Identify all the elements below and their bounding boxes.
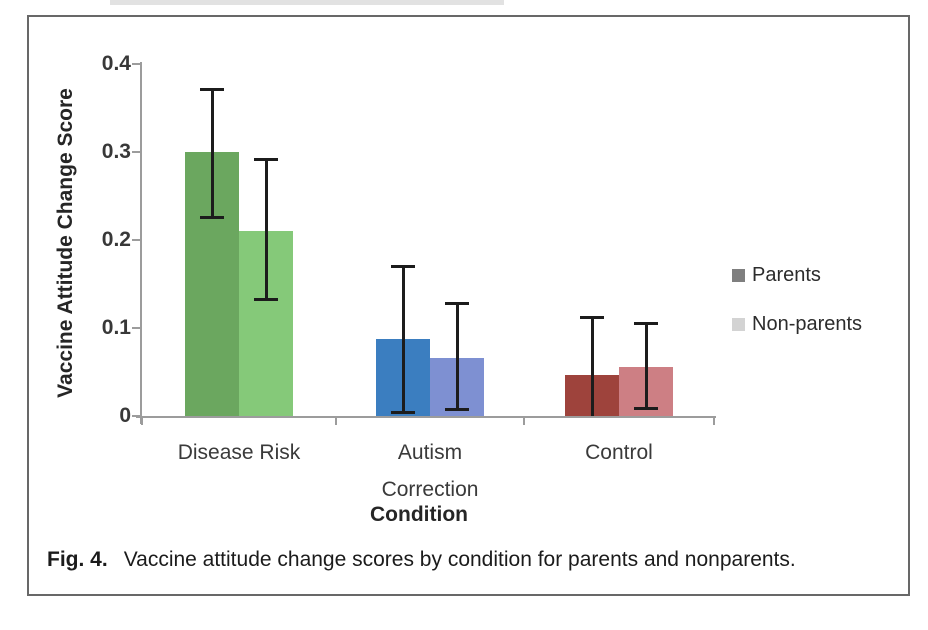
- error-cap-top-non-parents-disease-risk: [254, 158, 278, 162]
- x-axis-title: Condition: [370, 503, 468, 526]
- error-cap-bottom-parents-disease-risk: [200, 216, 224, 219]
- x-tick: [141, 416, 143, 425]
- figure-label: Fig. 4.: [47, 548, 108, 571]
- error-cap-bottom-non-parents-autism: [445, 407, 469, 411]
- legend-item-non-parents: Non-parents: [732, 313, 862, 336]
- error-bar-parents-control: [590, 317, 594, 416]
- error-bar-non-parents-control: [644, 322, 648, 409]
- y-tick: [132, 151, 141, 153]
- y-tick-label: 0.4: [101, 52, 131, 75]
- legend-swatch-parents: [732, 269, 745, 282]
- error-cap-top-non-parents-control: [634, 321, 658, 325]
- figure-caption: Fig. 4. Vaccine attitude change scores by…: [47, 548, 892, 572]
- bar-chart: Vaccine Attitude Change Score Condition …: [29, 17, 908, 594]
- error-cap-top-parents-autism: [391, 265, 415, 269]
- x-tick: [713, 416, 715, 425]
- error-bar-parents-disease-risk: [210, 88, 214, 218]
- x-category-label-autism: Autism Correction: [381, 441, 479, 502]
- error-bar-non-parents-disease-risk: [264, 159, 268, 300]
- error-cap-bottom-non-parents-disease-risk: [254, 297, 278, 301]
- x-tick: [335, 416, 337, 425]
- error-cap-top-parents-control: [580, 316, 604, 320]
- legend-item-parents: Parents: [732, 264, 862, 287]
- legend-swatch-non-parents: [732, 318, 745, 331]
- legend-label-parents: Parents: [752, 264, 821, 286]
- y-axis-line: [140, 62, 142, 424]
- legend: Parents Non-parents: [732, 264, 862, 362]
- error-cap-bottom-non-parents-control: [634, 406, 658, 410]
- cropped-element-above-figure: [110, 0, 504, 5]
- y-tick: [132, 327, 141, 329]
- error-cap-bottom-parents-autism: [391, 411, 415, 415]
- x-tick: [523, 416, 525, 425]
- y-tick-label: 0.2: [101, 228, 131, 251]
- error-bar-non-parents-autism: [455, 303, 459, 410]
- y-tick: [132, 239, 141, 241]
- y-tick-label: 0: [119, 404, 131, 427]
- y-tick-label: 0.3: [101, 140, 131, 163]
- figure-panel: Vaccine Attitude Change Score Condition …: [27, 15, 910, 596]
- error-bar-parents-autism: [401, 266, 405, 414]
- legend-label-non-parents: Non-parents: [752, 313, 863, 335]
- y-tick-label: 0.1: [101, 316, 131, 339]
- y-tick: [132, 63, 141, 65]
- x-axis-line: [136, 416, 716, 418]
- y-tick: [132, 415, 141, 417]
- figure-caption-text: Vaccine attitude change scores by condit…: [123, 548, 796, 571]
- x-category-label-disease-risk: Disease Risk: [177, 441, 301, 464]
- x-category-label-control: Control: [585, 441, 653, 464]
- error-cap-top-parents-disease-risk: [200, 87, 224, 91]
- error-cap-top-non-parents-autism: [445, 302, 469, 306]
